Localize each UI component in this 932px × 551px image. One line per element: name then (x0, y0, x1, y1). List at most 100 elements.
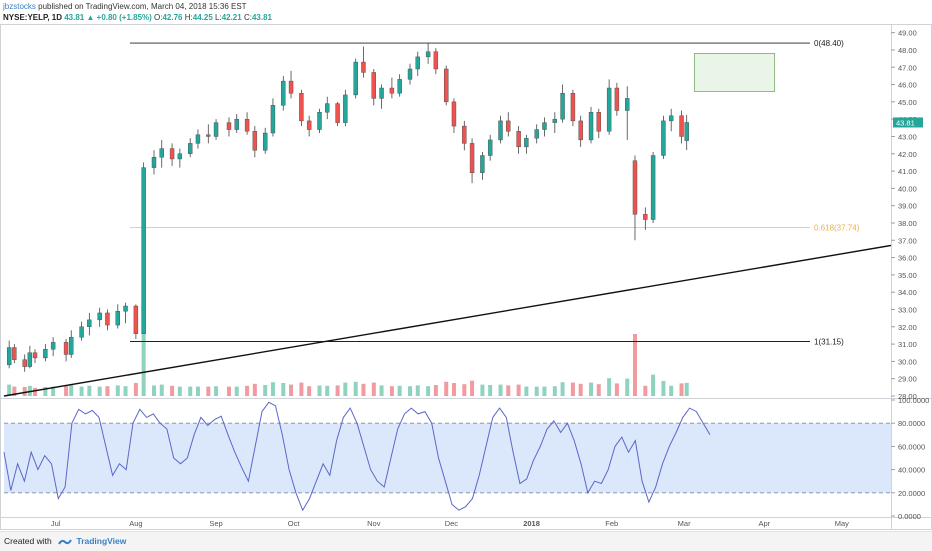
price-tick-label: 48.00 (898, 46, 917, 55)
volume-bar (353, 381, 358, 396)
volume-bar (27, 385, 32, 396)
target-box (694, 53, 776, 92)
price-tick-label: 47.00 (898, 63, 917, 72)
volume-bar (281, 383, 286, 396)
price-tick-label: 46.00 (898, 81, 917, 90)
price-tick-label: 30.00 (898, 357, 917, 366)
candle-body (343, 94, 348, 123)
candle-body (379, 87, 384, 99)
tradingview-brand[interactable]: TradingView (76, 536, 127, 546)
price-tick-label: 36.00 (898, 254, 917, 263)
volume-bar (43, 387, 48, 396)
candle-body (151, 157, 157, 168)
volume-bar (79, 386, 84, 396)
publish-info: published on TradingView.com, March 04, … (38, 2, 247, 11)
volume-bar (669, 385, 674, 396)
oscillator-band-fill (4, 423, 891, 493)
volume-bar (596, 384, 601, 396)
volume-bar (335, 385, 340, 396)
low-value: 42.21 (221, 13, 242, 22)
time-tick-label: Oct (288, 519, 301, 528)
volume-bar (614, 383, 619, 396)
candle-body (444, 68, 449, 103)
volume-bar (684, 382, 689, 396)
candle-body (177, 153, 183, 160)
candle-body (169, 148, 175, 160)
candle-body (462, 125, 467, 144)
volume-bar (444, 381, 449, 396)
volume-bar (679, 383, 684, 396)
candle-body (578, 120, 583, 141)
candle-body (480, 155, 485, 174)
volume-bar (289, 384, 294, 396)
volume-bar (433, 385, 438, 396)
candle-body (195, 134, 201, 144)
price-tick-label: 45.00 (898, 98, 917, 107)
price-tick-label: 31.00 (898, 340, 917, 349)
tradingview-logo-icon (58, 539, 72, 545)
last-price-tag-label: 43.81 (896, 118, 915, 127)
ohlc-line: NYSE:YELP, 1D 43.81 ▲ +0.80 (+1.85%) O:4… (3, 12, 903, 23)
volume-bar (87, 385, 92, 396)
candle-body (141, 167, 146, 334)
author-link[interactable]: jbzstocks (3, 2, 36, 11)
oscillator-tick-label: 40.0000 (898, 466, 925, 475)
volume-bar (317, 385, 322, 396)
price-tick-label: 38.00 (898, 219, 917, 228)
volume-bar (560, 382, 565, 396)
price-tick-label: 43.00 (898, 132, 917, 141)
candle-body (552, 118, 558, 123)
candle-body (516, 131, 521, 148)
up-arrow-icon: ▲ (86, 13, 95, 22)
oscillator-tick-label: 0.0000 (898, 512, 921, 521)
candle-body (22, 359, 27, 367)
volume-bar (361, 383, 366, 396)
candle-body (433, 51, 439, 70)
open-value: 42.76 (162, 13, 183, 22)
volume-bar (607, 378, 612, 396)
volume-bar (570, 382, 575, 396)
price-tick-label: 32.00 (898, 323, 917, 332)
close-value: 43.81 (251, 13, 272, 22)
volume-bar (115, 385, 120, 396)
footer-bar: Created with TradingView (0, 531, 932, 551)
trend-line (3, 244, 892, 397)
volume-bar (534, 386, 539, 396)
volume-bar (69, 384, 74, 396)
candle-body (361, 61, 366, 73)
candle-body (105, 312, 110, 326)
volume-bar (524, 386, 529, 396)
volume-bar (506, 385, 511, 396)
volume-bar (451, 383, 456, 396)
candle-body (123, 305, 128, 312)
candle-body (325, 103, 330, 113)
candle-body (668, 115, 674, 122)
annotations[interactable]: 0(48.40) 0.618(37.74) 1(31.15) (3, 39, 892, 397)
symbol-label[interactable]: NYSE:YELP, 1D (3, 13, 62, 22)
candle-body (281, 80, 286, 106)
candle-body (335, 103, 340, 123)
oscillator-tick-label: 80.0000 (898, 419, 925, 428)
volume-bar (270, 382, 275, 396)
volume-bar (33, 387, 38, 396)
volume-bar (651, 374, 656, 396)
time-tick-label: Jul (51, 519, 61, 528)
candle-body (234, 118, 239, 130)
candle-body (407, 68, 413, 80)
time-tick-label: 2018 (523, 519, 540, 528)
candle-body (487, 139, 493, 156)
volume-bar (299, 382, 304, 396)
candle-body (425, 51, 431, 58)
volume-bar (516, 384, 521, 396)
candle-body (570, 93, 576, 122)
volume-bar (661, 381, 666, 396)
price-chart[interactable]: 0(48.40) 0.618(37.74) 1(31.15) 49.00 48.00 4… (0, 0, 932, 531)
close-label: C: (243, 13, 252, 22)
volume-bar (177, 386, 182, 396)
last-price: 43.81 (64, 13, 85, 22)
candles (6, 43, 689, 372)
candle-body (97, 312, 102, 321)
price-tick-label: 42.00 (898, 150, 917, 159)
volume-bar (151, 385, 156, 396)
price-tick-label: 35.00 (898, 271, 917, 280)
